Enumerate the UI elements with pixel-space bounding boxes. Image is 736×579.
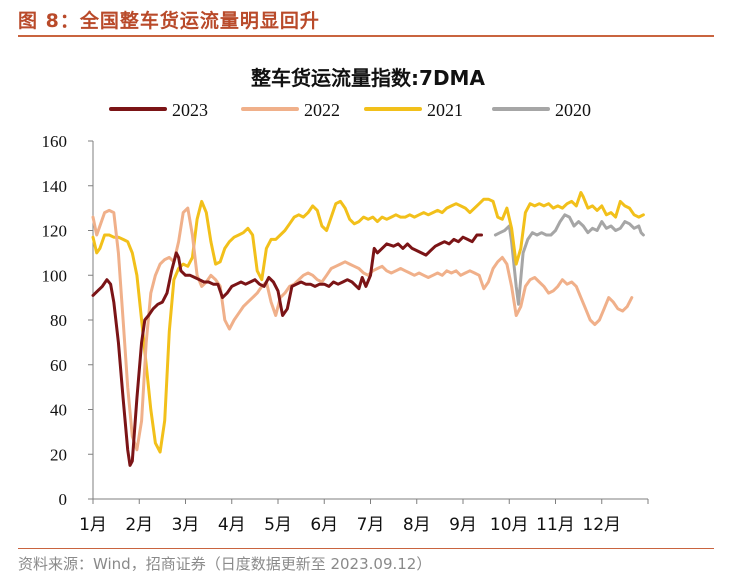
x-tick-label: 1月 — [79, 515, 107, 535]
x-tick-label: 10月 — [490, 515, 529, 535]
y-tick-label: 60 — [50, 356, 67, 375]
y-tick-label: 140 — [42, 177, 68, 196]
series-line-2022 — [91, 206, 634, 452]
y-tick-label: 120 — [42, 222, 68, 241]
legend-label-2021: 2021 — [427, 100, 463, 120]
x-tick-label: 9月 — [449, 515, 477, 535]
figure-header: 图 8：全国整车货运流量明显回升 — [0, 0, 736, 38]
y-tick-label: 160 — [42, 132, 68, 151]
figure-title: 图 8：全国整车货运流量明显回升 — [18, 10, 320, 32]
footer-divider — [18, 548, 714, 549]
chart-series — [91, 191, 645, 467]
x-tick-label: 8月 — [403, 515, 431, 535]
x-tick-label: 6月 — [310, 515, 338, 535]
x-tick-label: 12月 — [582, 515, 621, 535]
x-tick-label: 11月 — [536, 515, 575, 535]
header-divider — [18, 35, 714, 37]
series-line-2023 — [91, 233, 483, 467]
y-tick-label: 0 — [59, 490, 68, 509]
legend-label-2023: 2023 — [172, 100, 208, 120]
series-line-2021 — [91, 191, 645, 454]
chart-legend: 2023 2022 2021 2020 — [109, 100, 591, 120]
y-tick-label: 40 — [50, 401, 67, 420]
x-tick-label: 2月 — [125, 515, 153, 535]
legend-label-2022: 2022 — [304, 100, 340, 120]
y-tick-label: 20 — [50, 445, 67, 464]
y-tick-label: 80 — [50, 311, 67, 330]
source-note: 资料来源：Wind，招商证券（日度数据更新至 2023.09.12） — [18, 555, 432, 573]
chart-axes: 0 20 40 60 80 100 120 140 160 1月 2月 3月 4月 5月 6月 7月 8月 9月 1… — [42, 132, 649, 535]
chart-title: 整车货运流量指数:7DMA — [251, 66, 485, 90]
series-line-2020 — [493, 213, 645, 306]
x-tick-label: 7月 — [357, 515, 385, 535]
x-tick-label: 4月 — [218, 515, 246, 535]
x-tick-label: 3月 — [172, 515, 200, 535]
y-tick-label: 100 — [42, 266, 68, 285]
x-tick-label: 5月 — [264, 515, 292, 535]
legend-label-2020: 2020 — [555, 100, 591, 120]
